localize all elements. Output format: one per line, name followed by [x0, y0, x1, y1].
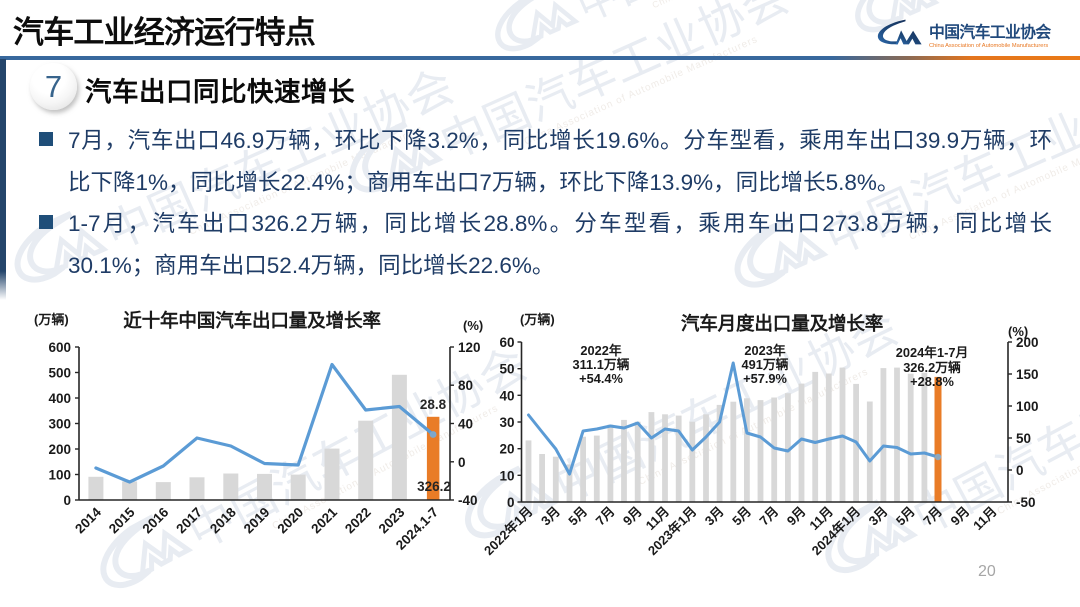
svg-text:10: 10 [499, 468, 514, 483]
svg-text:7月: 7月 [920, 504, 945, 529]
svg-text:2016: 2016 [140, 504, 172, 536]
svg-text:100: 100 [1016, 399, 1039, 414]
svg-text:3月: 3月 [702, 504, 727, 529]
svg-text:2022年1月: 2022年1月 [481, 504, 536, 559]
svg-text:5月: 5月 [729, 504, 754, 529]
svg-text:3月: 3月 [866, 504, 891, 529]
svg-text:2018: 2018 [207, 504, 239, 536]
svg-text:300: 300 [48, 417, 71, 432]
svg-text:2021: 2021 [308, 504, 340, 536]
svg-text:2020: 2020 [274, 505, 306, 537]
svg-text:326.2: 326.2 [417, 479, 451, 494]
svg-text:2022年: 2022年 [580, 343, 621, 358]
svg-text:9月: 9月 [948, 504, 973, 529]
svg-text:40: 40 [499, 388, 514, 403]
svg-text:200: 200 [1016, 335, 1039, 350]
svg-text:600: 600 [48, 340, 71, 355]
svg-text:0: 0 [507, 495, 515, 510]
svg-text:近十年中国汽车出口量及增长率: 近十年中国汽车出口量及增长率 [123, 310, 381, 331]
svg-text:11月: 11月 [970, 504, 1000, 534]
svg-text:3月: 3月 [538, 504, 563, 529]
svg-text:0: 0 [458, 455, 466, 470]
svg-text:28.8: 28.8 [420, 397, 447, 412]
svg-text:100: 100 [48, 468, 71, 483]
svg-text:7月: 7月 [593, 504, 618, 529]
svg-text:中国汽车工业协会: 中国汽车工业协会 [929, 23, 1051, 42]
svg-text:120: 120 [458, 340, 481, 355]
svg-text:311.1万辆: 311.1万辆 [573, 357, 630, 372]
svg-text:400: 400 [48, 391, 71, 406]
svg-text:20: 20 [499, 442, 514, 457]
svg-text:60: 60 [499, 335, 514, 350]
svg-text:7月: 7月 [756, 504, 781, 529]
svg-text:2017: 2017 [173, 505, 205, 537]
svg-text:2023年: 2023年 [744, 343, 785, 358]
svg-text:China Association of Automobil: China Association of Automobile Manufact… [929, 43, 1048, 49]
svg-text:50: 50 [499, 362, 514, 377]
svg-text:500: 500 [48, 366, 71, 381]
svg-text:-50: -50 [1016, 495, 1036, 510]
svg-text:(%): (%) [463, 318, 483, 333]
svg-text:150: 150 [1016, 367, 1039, 382]
svg-text:(万辆): (万辆) [520, 312, 555, 327]
svg-text:326.2万辆: 326.2万辆 [903, 360, 961, 375]
svg-text:50: 50 [1016, 431, 1031, 446]
svg-text:+28.8%: +28.8% [910, 374, 954, 389]
svg-text:0: 0 [1016, 463, 1024, 478]
svg-text:2015: 2015 [106, 504, 138, 536]
svg-text:40: 40 [458, 417, 473, 432]
svg-text:0: 0 [63, 493, 71, 508]
svg-text:9月: 9月 [784, 504, 809, 529]
svg-text:30: 30 [499, 415, 514, 430]
svg-text:2024年1-7月: 2024年1-7月 [896, 345, 969, 360]
svg-text:2022: 2022 [342, 505, 374, 537]
svg-text:80: 80 [458, 378, 473, 393]
svg-text:2019: 2019 [241, 505, 273, 537]
svg-text:(万辆): (万辆) [34, 312, 69, 327]
svg-text:5月: 5月 [893, 504, 918, 529]
svg-text:汽车月度出口量及增长率: 汽车月度出口量及增长率 [681, 313, 884, 334]
svg-text:491万辆: 491万辆 [742, 357, 789, 372]
svg-text:2014: 2014 [72, 504, 104, 536]
svg-text:9月: 9月 [620, 504, 645, 529]
svg-text:5月: 5月 [565, 504, 590, 529]
svg-text:-40: -40 [458, 493, 478, 508]
svg-text:+54.4%: +54.4% [579, 371, 623, 386]
svg-text:+57.9%: +57.9% [743, 371, 787, 386]
svg-text:200: 200 [48, 442, 71, 457]
svg-text:(%): (%) [1008, 324, 1028, 339]
